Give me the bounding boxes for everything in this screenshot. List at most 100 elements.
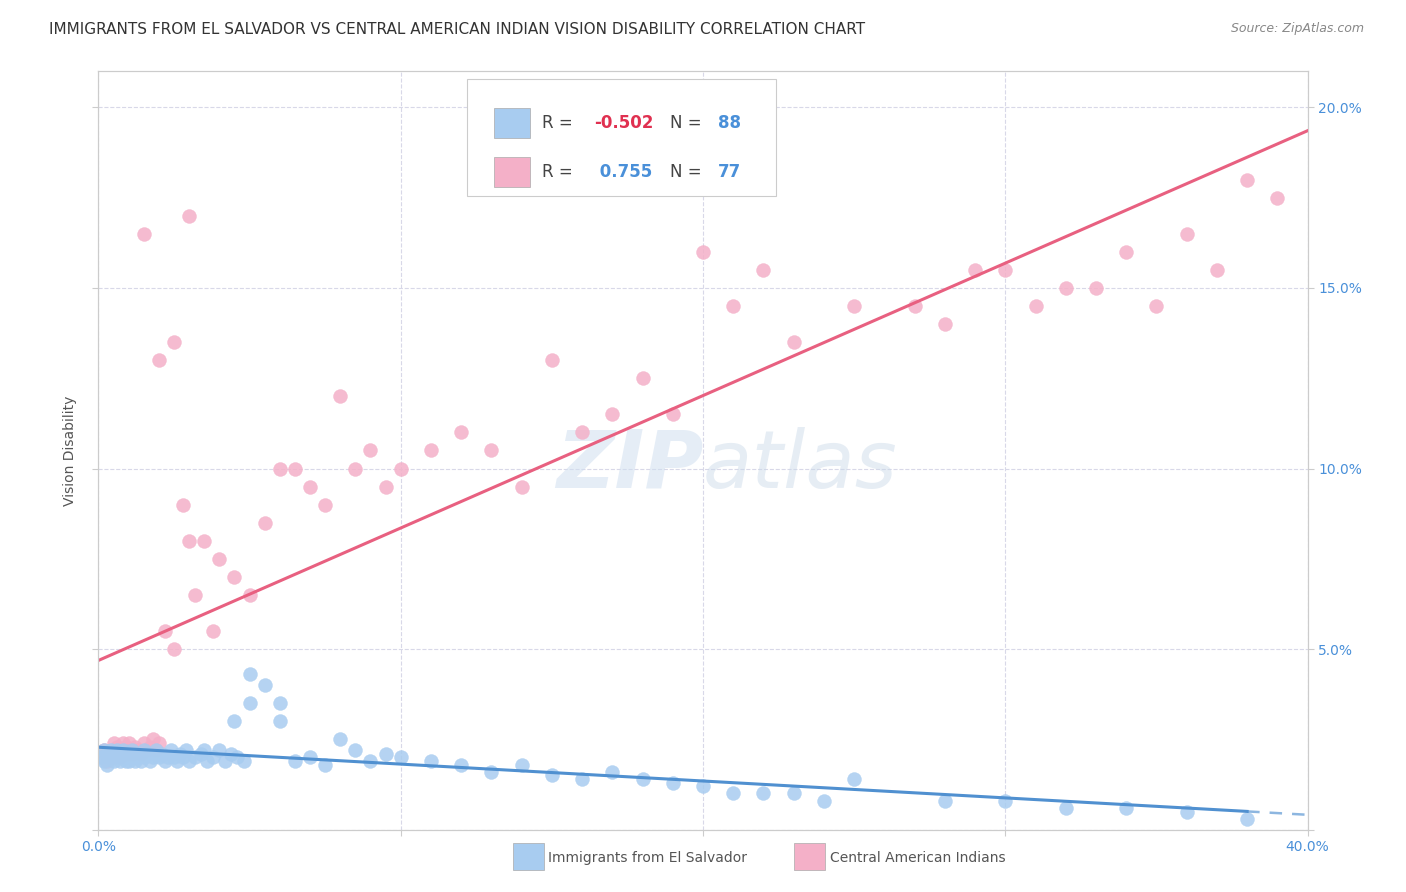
Point <box>420 754 443 768</box>
Point <box>114 750 136 764</box>
Point <box>121 747 143 761</box>
Point <box>127 750 149 764</box>
Point <box>124 747 146 761</box>
Point <box>179 754 201 768</box>
Point <box>934 794 956 808</box>
Point <box>118 743 141 757</box>
Point <box>602 408 624 422</box>
Point <box>145 743 167 757</box>
Text: N =: N = <box>671 114 707 132</box>
Point <box>1054 801 1077 815</box>
Point <box>103 754 125 768</box>
Point <box>93 743 115 757</box>
Point <box>139 754 162 768</box>
Point <box>108 747 131 761</box>
Point <box>103 750 125 764</box>
Point <box>172 498 194 512</box>
Point <box>1115 801 1137 815</box>
Point <box>111 736 134 750</box>
Point <box>163 642 186 657</box>
Point <box>631 371 654 385</box>
Point <box>202 624 225 638</box>
Point <box>142 750 165 764</box>
Point <box>450 425 472 440</box>
Point <box>179 533 201 548</box>
Point <box>965 263 987 277</box>
Point <box>156 750 179 764</box>
Point <box>692 779 714 793</box>
Point <box>111 750 134 764</box>
Point <box>269 696 291 710</box>
Point <box>631 772 654 786</box>
Point <box>103 736 125 750</box>
Point <box>153 754 176 768</box>
Point <box>420 443 443 458</box>
Point <box>1054 281 1077 295</box>
Text: Immigrants from El Salvador: Immigrants from El Salvador <box>548 851 748 865</box>
Text: 77: 77 <box>717 163 741 181</box>
Point <box>90 750 112 764</box>
Point <box>148 750 170 764</box>
Point <box>114 747 136 761</box>
Point <box>329 732 352 747</box>
Point <box>221 747 243 761</box>
Point <box>179 209 201 223</box>
Point <box>214 754 236 768</box>
Point <box>360 754 382 768</box>
Point <box>108 754 131 768</box>
Point <box>150 747 173 761</box>
Point <box>105 739 128 754</box>
Point <box>994 263 1017 277</box>
Point <box>374 479 396 493</box>
Point <box>208 551 231 566</box>
Point <box>208 743 231 757</box>
Point <box>1267 191 1289 205</box>
Point <box>224 714 246 729</box>
Point <box>96 757 118 772</box>
Point <box>844 299 866 313</box>
Point <box>232 754 254 768</box>
Text: Central American Indians: Central American Indians <box>830 851 1005 865</box>
Point <box>172 750 194 764</box>
Point <box>253 678 276 692</box>
Point <box>124 739 146 754</box>
Point <box>723 299 745 313</box>
Point <box>1236 812 1258 826</box>
Point <box>284 754 307 768</box>
Point <box>904 299 927 313</box>
Point <box>118 736 141 750</box>
Point <box>163 335 186 350</box>
Point <box>723 787 745 801</box>
Point <box>127 747 149 761</box>
Point <box>132 227 155 241</box>
Point <box>1206 263 1229 277</box>
FancyBboxPatch shape <box>467 79 776 196</box>
Text: N =: N = <box>671 163 707 181</box>
Point <box>96 747 118 761</box>
Point <box>163 750 186 764</box>
Point <box>239 588 262 602</box>
Point <box>752 263 775 277</box>
Text: 0.755: 0.755 <box>595 163 652 181</box>
Point <box>783 787 806 801</box>
Point <box>135 743 157 757</box>
Point <box>360 443 382 458</box>
Point <box>1236 172 1258 186</box>
Point <box>153 624 176 638</box>
Point <box>121 743 143 757</box>
Point <box>105 750 128 764</box>
Point <box>329 389 352 403</box>
Text: 88: 88 <box>717 114 741 132</box>
Point <box>571 425 593 440</box>
Point <box>93 743 115 757</box>
Point <box>108 743 131 757</box>
Point <box>105 747 128 761</box>
Point <box>103 747 125 761</box>
Point <box>132 743 155 757</box>
Point <box>114 739 136 754</box>
Point <box>193 533 215 548</box>
Point <box>184 588 207 602</box>
Point <box>1175 805 1198 819</box>
Point <box>344 743 367 757</box>
Text: atlas: atlas <box>703 426 898 505</box>
